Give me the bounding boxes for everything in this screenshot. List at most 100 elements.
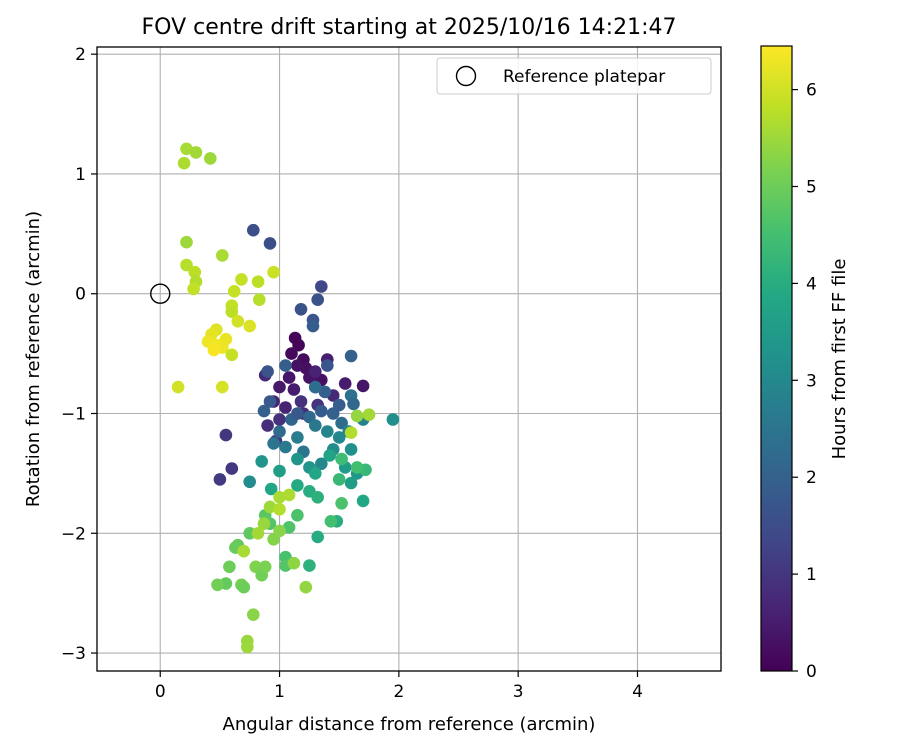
data-point: [291, 431, 304, 444]
data-point: [247, 223, 260, 237]
data-point: [279, 359, 292, 372]
data-point: [264, 482, 278, 496]
data-point: [213, 473, 227, 486]
data-point: [347, 397, 360, 411]
data-point: [273, 425, 286, 438]
x-tick-label: 2: [393, 682, 404, 702]
data-point: [273, 464, 286, 478]
data-point: [338, 377, 352, 390]
colorbar: [760, 45, 793, 672]
data-point: [332, 431, 346, 444]
data-point: [223, 560, 236, 574]
data-point: [263, 500, 277, 514]
data-point: [225, 462, 239, 475]
data-point: [282, 488, 296, 502]
data-point: [263, 395, 277, 408]
data-point: [292, 338, 305, 352]
data-point: [177, 156, 191, 170]
data-point: [211, 578, 224, 592]
data-point: [251, 275, 265, 289]
data-point: [273, 503, 286, 516]
data-point: [188, 265, 202, 279]
data-point: [335, 497, 348, 510]
colorbar-label: Hours from first FF file: [829, 259, 850, 460]
legend-box: [436, 57, 712, 95]
legend-label-reference: Reference platepar: [503, 67, 665, 87]
data-point: [273, 491, 286, 504]
y-tick-label: 1: [75, 165, 86, 185]
data-point: [204, 152, 217, 165]
data-point: [261, 419, 274, 432]
data-point: [356, 379, 370, 393]
data-point: [306, 319, 320, 333]
data-point: [279, 401, 292, 414]
legend-marker-reference: [455, 65, 477, 87]
colorbar-tick-label: 4: [806, 274, 817, 294]
data-point: [315, 404, 328, 418]
data-point: [255, 455, 268, 468]
data-point: [311, 491, 325, 504]
colorbar-tick-label: 6: [806, 81, 817, 101]
data-point: [287, 383, 301, 396]
colorbar-tick-label: 0: [806, 662, 817, 682]
reference-layer: [150, 283, 171, 304]
x-axis: 0 1 2 3 4: [155, 671, 643, 702]
data-point: [291, 479, 304, 492]
y-axis: −3 −2 −1 0 1 2: [61, 45, 97, 664]
data-point: [187, 282, 200, 296]
data-point: [309, 419, 322, 432]
data-point: [311, 530, 325, 544]
data-point: [279, 440, 292, 454]
data-point: [323, 449, 337, 462]
data-point: [237, 544, 251, 558]
data-point: [261, 365, 274, 378]
data-point: [294, 395, 308, 408]
plot-frame: [96, 46, 722, 672]
data-point: [263, 237, 277, 250]
data-point: [291, 452, 304, 466]
colorbar-axis: 0 1 2 3 4 5 6: [792, 81, 817, 682]
y-tick-label: −1: [61, 404, 86, 424]
data-point: [350, 461, 364, 474]
data-point: [335, 452, 348, 466]
data-point: [225, 348, 239, 362]
data-point: [350, 409, 364, 423]
data-point: [247, 608, 260, 621]
data-point: [180, 258, 193, 272]
data-point: [321, 425, 334, 438]
data-point: [241, 640, 254, 654]
data-point: [251, 527, 265, 540]
data-point: [356, 494, 370, 508]
data-point: [243, 319, 256, 333]
data-point: [216, 249, 229, 262]
data-point: [324, 515, 338, 528]
data-point: [291, 359, 304, 372]
data-point: [318, 385, 332, 399]
data-point: [258, 560, 272, 574]
y-tick-label: −2: [61, 524, 86, 544]
legend: Reference platepar: [436, 57, 712, 95]
data-point: [311, 293, 325, 307]
x-axis-label: Angular distance from reference (arcmin): [223, 714, 596, 735]
colorbar-tick-label: 3: [806, 371, 817, 391]
colorbar-tick-label: 1: [806, 565, 817, 585]
data-point: [273, 413, 286, 426]
data-point: [299, 580, 313, 594]
x-tick-label: 0: [155, 682, 166, 702]
chart-title: FOV centre drift starting at 2025/10/16 …: [142, 15, 677, 40]
data-point: [207, 343, 221, 357]
data-point: [282, 521, 296, 534]
data-point: [285, 347, 298, 360]
data-point: [219, 428, 233, 442]
colorbar-tick-label: 2: [806, 468, 817, 488]
data-point: [294, 303, 308, 316]
data-point: [216, 380, 229, 394]
data-point: [309, 380, 322, 394]
data-point: [287, 556, 301, 570]
data-point: [227, 285, 241, 298]
data-point: [180, 142, 193, 156]
data-point: [335, 416, 348, 430]
data-point: [237, 580, 251, 594]
